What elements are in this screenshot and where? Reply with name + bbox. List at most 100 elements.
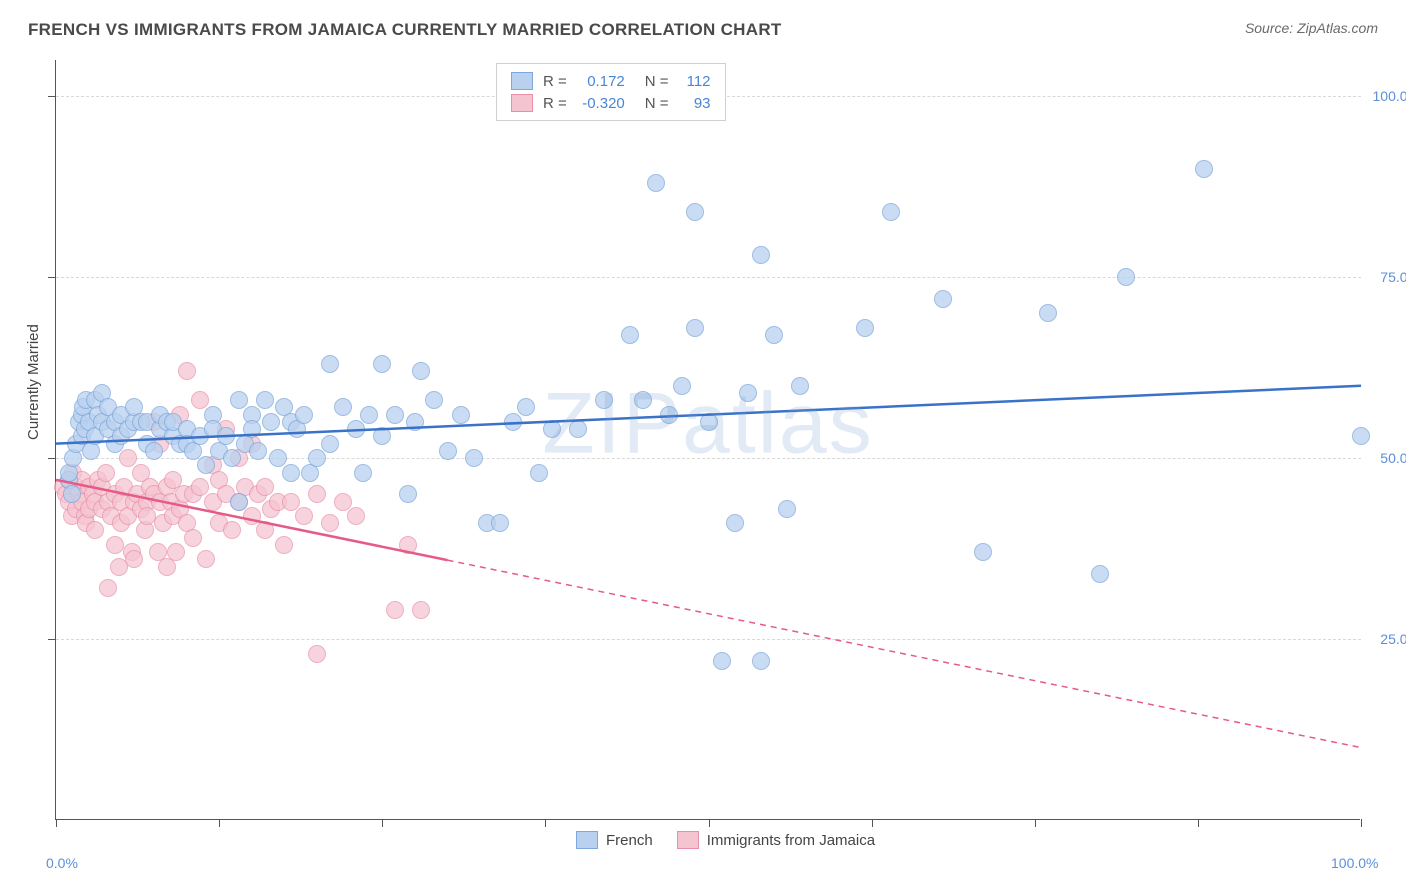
data-point <box>295 406 313 424</box>
data-point <box>713 652 731 670</box>
data-point <box>686 319 704 337</box>
legend-stats-row: R =0.172N =112 <box>511 70 711 92</box>
data-point <box>660 406 678 424</box>
y-tick <box>48 639 56 640</box>
data-point <box>569 420 587 438</box>
gridline <box>56 639 1361 640</box>
y-axis-label: 50.0% <box>1380 450 1406 466</box>
data-point <box>347 420 365 438</box>
regression-line-dashed <box>448 560 1362 747</box>
data-point <box>504 413 522 431</box>
n-label: N = <box>645 73 669 90</box>
x-axis-label: 100.0% <box>1331 855 1378 871</box>
r-value: -0.320 <box>577 95 625 112</box>
legend-series-item: French <box>576 831 653 849</box>
data-point <box>308 645 326 663</box>
y-axis-label: 25.0% <box>1380 631 1406 647</box>
data-point <box>230 391 248 409</box>
x-tick <box>872 819 873 827</box>
data-point <box>1039 304 1057 322</box>
data-point <box>167 543 185 561</box>
data-point <box>647 174 665 192</box>
legend-stats: R =0.172N =112R =-0.320N =93 <box>496 63 726 121</box>
data-point <box>178 362 196 380</box>
x-tick <box>219 819 220 827</box>
data-point <box>63 485 81 503</box>
data-point <box>191 478 209 496</box>
legend-swatch <box>576 831 598 849</box>
data-point <box>197 550 215 568</box>
x-axis-label: 0.0% <box>46 855 78 871</box>
data-point <box>386 601 404 619</box>
data-point <box>765 326 783 344</box>
data-point <box>191 391 209 409</box>
x-tick <box>1035 819 1036 827</box>
data-point <box>223 449 241 467</box>
y-axis-label: 100.0% <box>1373 88 1406 104</box>
plot-box: ZIPatlas R =0.172N =112R =-0.320N =93 Fr… <box>55 60 1360 820</box>
data-point <box>974 543 992 561</box>
data-point <box>275 536 293 554</box>
data-point <box>752 246 770 264</box>
data-point <box>223 521 241 539</box>
x-tick <box>1198 819 1199 827</box>
data-point <box>491 514 509 532</box>
data-point <box>386 406 404 424</box>
data-point <box>1352 427 1370 445</box>
data-point <box>334 398 352 416</box>
gridline <box>56 277 1361 278</box>
data-point <box>1195 160 1213 178</box>
data-point <box>217 427 235 445</box>
legend-series-item: Immigrants from Jamaica <box>677 831 875 849</box>
data-point <box>249 442 267 460</box>
data-point <box>412 362 430 380</box>
y-axis-label: 75.0% <box>1380 269 1406 285</box>
data-point <box>373 355 391 373</box>
data-point <box>295 507 313 525</box>
data-point <box>634 391 652 409</box>
y-tick <box>48 277 56 278</box>
data-point <box>934 290 952 308</box>
data-point <box>321 355 339 373</box>
data-point <box>321 514 339 532</box>
data-point <box>99 579 117 597</box>
legend-swatch <box>511 72 533 90</box>
data-point <box>439 442 457 460</box>
chart-title: FRENCH VS IMMIGRANTS FROM JAMAICA CURREN… <box>28 20 782 40</box>
data-point <box>347 507 365 525</box>
data-point <box>86 521 104 539</box>
data-point <box>373 427 391 445</box>
data-point <box>1091 565 1109 583</box>
data-point <box>282 493 300 511</box>
x-tick <box>382 819 383 827</box>
data-point <box>360 406 378 424</box>
x-tick <box>1361 819 1362 827</box>
data-point <box>882 203 900 221</box>
data-point <box>425 391 443 409</box>
data-point <box>399 485 417 503</box>
data-point <box>119 449 137 467</box>
data-point <box>354 464 372 482</box>
legend-swatch <box>677 831 699 849</box>
x-tick <box>709 819 710 827</box>
data-point <box>97 464 115 482</box>
chart-area: Currently Married ZIPatlas R =0.172N =11… <box>55 60 1375 830</box>
gridline <box>56 458 1361 459</box>
data-point <box>726 514 744 532</box>
y-tick <box>48 96 56 97</box>
data-point <box>406 413 424 431</box>
data-point <box>256 478 274 496</box>
data-point <box>517 398 535 416</box>
legend-series: French Immigrants from Jamaica <box>576 831 875 849</box>
header: FRENCH VS IMMIGRANTS FROM JAMAICA CURREN… <box>0 0 1406 48</box>
x-tick <box>56 819 57 827</box>
data-point <box>412 601 430 619</box>
data-point <box>256 521 274 539</box>
data-point <box>686 203 704 221</box>
data-point <box>243 420 261 438</box>
data-point <box>145 442 163 460</box>
data-point <box>791 377 809 395</box>
r-label: R = <box>543 73 567 90</box>
data-point <box>399 536 417 554</box>
data-point <box>106 536 124 554</box>
